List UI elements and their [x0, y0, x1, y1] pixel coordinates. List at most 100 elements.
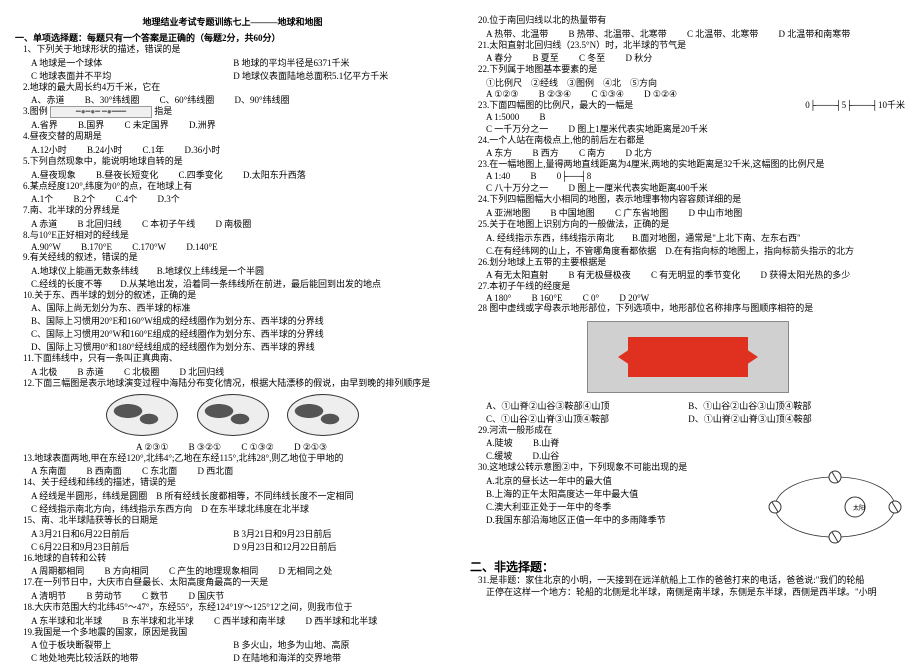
q13-d: D 西北面 [198, 464, 234, 477]
q15-d: D 9月23日和12月22日前后 [233, 540, 433, 553]
q3-d: D.洲界 [189, 118, 216, 131]
q16-d: D 无相同之处 [279, 564, 333, 577]
q4-b: B.24小时 [87, 143, 122, 156]
q18-c: C 西半球和南半球 [214, 614, 285, 627]
q22: 22.下列属于地图基本要素的是 [478, 64, 905, 76]
q29-d: D 20°W [619, 293, 649, 303]
q10-b: B、国际上习惯用20°E和160°W组成的经线圈作为划分东、西半球的分界线 [31, 314, 450, 327]
exam-title: 地理结业考试专题训练七上———地球和地图 [15, 15, 450, 28]
q20: 20.位于南回归线以北的热量带有 [478, 15, 905, 27]
map-diagrams [15, 394, 450, 438]
q23-b: B [540, 112, 546, 122]
q6-b: B.2个 [74, 192, 96, 205]
q10: 10.关于东、西半球的划分的叙述，正确的是 [23, 290, 450, 302]
q1-b: B 地球的平均半径是6371千米 [233, 56, 433, 69]
q20-d: D 北温带和南寒带 [779, 27, 851, 40]
q9-c: C.经线的长度不等 D.从某地出发，沿着同一条纬线所在前进，最后能回到出发的地点 [31, 277, 450, 290]
q6-a: A.1个 [31, 192, 53, 205]
q16-b: B 方向相同 [105, 564, 149, 577]
q22-b: B ②③④ [539, 89, 571, 100]
q17-c: C 数节 [142, 589, 168, 602]
q29: 27.本初子午线的经度是 [478, 281, 905, 293]
q2-c: C、60°纬线圈 [160, 93, 215, 106]
q9-a: A.地球仪上能画无数条纬线 B.地球仪上纬线是一个半圆 [31, 264, 450, 277]
q30-b: B、①山谷②山谷③山顶④鞍部 [688, 399, 888, 412]
q33: 31.是非题：家住北京的小明，一天接到在远洋航船上工作的爸爸打来的电话，爸爸说:… [478, 575, 905, 587]
q12-d: D ②①③ [294, 442, 327, 453]
q2-a: A、赤道 [31, 93, 65, 106]
q8-b: B.170°E [81, 242, 112, 252]
q14: 14、关于经线和纬线的描述，错误的是 [23, 477, 450, 489]
q22-opts: ①比例尺 ②经线 ③图例 ④北 ⑤方向 [486, 76, 905, 89]
q6-d: D.3个 [158, 192, 180, 205]
q31: 29.河流一般形成在 [478, 425, 905, 437]
scale-bar-icon: 0├───┤5├───┤10千米 [805, 100, 905, 112]
q29-a: A 180° [486, 293, 511, 303]
earth-orbit-diagram: 太阳 [765, 462, 905, 552]
q24-c: C 南方 [579, 146, 605, 159]
q11-d: D 北回归线 [180, 365, 225, 378]
q28-a: A 有无太阳直射 [486, 268, 548, 281]
q2: 2.地球的最大周长约4万千米，它在 [23, 82, 450, 94]
q24-a: A 东方 [486, 146, 512, 159]
q25: 23.在一幅地图上,量得两地直线距离为4厘米,两地的实地距离是32千米,这幅图的… [478, 159, 905, 171]
q23-a: A 1:5000 [486, 112, 519, 122]
q26-c: C 广东省地图 [615, 206, 668, 219]
q29-b: B 160°E [532, 293, 563, 303]
q5-a: A.昼夜现象 [31, 168, 76, 181]
q11-a: A 北极 [31, 365, 57, 378]
q28-b: B 有无极昼极夜 [569, 268, 631, 281]
q21-c: C 冬至 [579, 51, 605, 64]
q26-b: B 中国地图 [551, 206, 595, 219]
q30-a: A、①山脊②山谷③鞍部④山顶 [486, 399, 686, 412]
q1: 1、下列关于地球形状的描述，错误的是 [23, 44, 450, 56]
q28: 26.划分地球上五带的主要根据是 [478, 257, 905, 269]
q1-a: A 地球是一个球体 [31, 56, 231, 69]
q8-a: A.90°W [31, 242, 61, 252]
q22-d: D ①②④ [644, 89, 677, 100]
q16: 16.地球的自转和公转 [23, 553, 450, 565]
q7-c: C 本初子午线 [142, 217, 195, 230]
q3-b: B.国界 [78, 118, 104, 131]
legend-symbol: ━●━●━ ━●━━━ [50, 106, 152, 118]
right-column: 20.位于南回归线以北的热量带有 A 热带、北温带 B 热带、北温带、北寒带 C… [470, 15, 905, 664]
q13-b: B 西南面 [87, 464, 122, 477]
q6: 6.某点经度120°,纬度为0°的点，在地球上有 [23, 181, 450, 193]
q21-a: A 春分 [486, 51, 512, 64]
q5-b: B.昼夜长短变化 [96, 168, 158, 181]
section-1: 一、单项选择题：每题只有一个答案是正确的（每题2分，共60分） [15, 31, 450, 44]
terrain-diagram [587, 321, 789, 393]
q16-c: C 产生的地理现象相同 [169, 564, 258, 577]
q8: 8.与10°E正好相对的经线是 [23, 230, 450, 242]
q26-a: A 亚洲地图 [486, 206, 530, 219]
q5: 5.下列自然现象中，能说明地球自转的是 [23, 156, 450, 168]
q21-d: D 秋分 [626, 51, 653, 64]
q4-c: C.1年 [143, 143, 165, 156]
q9: 9.有关经线的叙述，错误的是 [23, 252, 450, 264]
q3-suffix: 指是 [154, 106, 172, 116]
q22-a: A ①②③ [486, 89, 518, 100]
q20-c: C 北温带、北寒带 [687, 27, 758, 40]
q8-c: C.170°W [132, 242, 166, 252]
q12-b: B ③②① [189, 442, 221, 453]
q3: 3.图例 ━●━●━ ━●━━━ 指是 [23, 106, 450, 118]
q17: 17.在一列节日中，大庆市白昼最长、太阳高度角最高的一天是 [23, 577, 450, 589]
q15: 15、南、北半球陆获等长的日期是 [23, 515, 450, 527]
q16-a: A 周期都相同 [31, 564, 84, 577]
q2-d: D、90°纬线圈 [234, 93, 289, 106]
scale-icon-2: 0├──┤8 [557, 171, 592, 181]
q11-b: B 赤道 [78, 365, 104, 378]
q15-c: C 6月22日和9月23日前后 [31, 540, 231, 553]
q20-b: B 热带、北温带、北寒带 [569, 27, 667, 40]
q25-c: C 八十万分之一 [486, 181, 548, 194]
q11-c: C 北极圈 [124, 365, 159, 378]
q18-d: D 西半球和北半球 [306, 614, 378, 627]
q7-d: D 南极圈 [216, 217, 252, 230]
q18-a: A 东半球和北半球 [31, 614, 102, 627]
q4-a: A.12小时 [31, 143, 67, 156]
q7-b: B 北回归线 [78, 217, 122, 230]
q19-b: B 多火山，地多为山地、高原 [233, 638, 433, 651]
q22-c: C ①③④ [591, 89, 623, 100]
q11: 11.下面纬线中，只有一条叫正真典南、 [23, 353, 450, 365]
q31-d: D.山谷 [533, 449, 560, 462]
